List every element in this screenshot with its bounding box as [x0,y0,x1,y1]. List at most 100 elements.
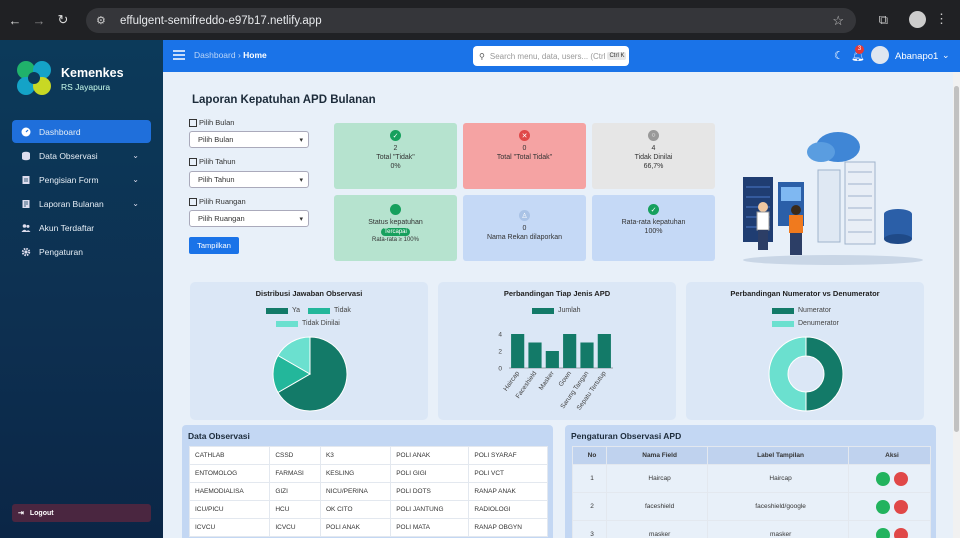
table-row[interactable]: 3 masker masker [572,520,931,538]
user-name[interactable]: Abanapo1 [895,51,939,62]
check-icon: ✓ [390,130,401,141]
bar-gown[interactable] [563,334,577,368]
chevron-down-icon: ⌄ [132,199,139,208]
legend-item-jumlah[interactable]: Jumlah [532,307,581,314]
users-icon [21,223,31,232]
chevron-down-icon: ⌄ [132,175,139,184]
chart-panel-apd: Perbandingan Tiap Jenis APD Jumlah 0 2 4 Ha… [438,282,676,420]
table-cell: HAEMODIALISA [188,482,271,501]
scrollbar-thumb[interactable] [954,86,959,432]
hamburger-menu-icon[interactable] [173,49,185,61]
bar-sarung-tangan[interactable] [580,342,594,369]
table-row[interactable]: 2 faceshield faceshield/google [572,492,931,521]
sidebar-item-akun-terdaftar[interactable]: Akun Terdaftar [12,216,151,239]
table-cell: HCU [269,500,321,519]
bar-masker[interactable] [545,351,559,368]
table-row[interactable]: 1 Haircap Haircap [572,464,931,493]
logout-button[interactable]: ⇥ Logout [12,504,151,522]
card-label: Total "Tidak" [376,154,415,161]
dark-mode-toggle-icon[interactable]: ☾ [834,50,844,62]
address-bar[interactable]: ⚙ effulgent-semifreddo-e97b17.netlify.ap… [86,8,856,33]
pie-chart[interactable] [270,334,350,414]
table-cell: RANAP OBGYN [468,518,548,537]
site-info-icon[interactable]: ⚙ [96,15,106,27]
search-input[interactable]: ⚲ Search menu, data, users... (Ctrl Ctrl… [473,46,629,66]
table-cell: faceshield [605,492,709,521]
pie-slice-numerator[interactable] [805,336,844,412]
back-icon[interactable]: ← [8,12,22,28]
table-row[interactable]: ICU/PICU HCU OK CITO POLI JANTUNG RADIOLOGI [188,500,548,519]
forward-icon[interactable]: → [32,12,46,28]
table-cell: CSSD [269,446,321,465]
bar-sepatu-tertutup[interactable] [597,334,611,368]
card-value: 0 [522,225,527,232]
filter-label-text: Pilih Tahun [199,157,236,166]
stat-card-nama-rekan: ♙ 0 Nama Rekan dilaporkan [463,195,586,261]
reload-icon[interactable]: ↻ [57,12,69,27]
legend-item-tidak[interactable]: Tidak [308,307,351,314]
bookmark-star-icon[interactable]: ☆ [832,12,844,28]
delete-icon[interactable] [894,527,908,538]
calendar-icon [189,118,197,127]
bar-faceshield[interactable] [528,342,542,369]
pie-slice-denumerator[interactable] [768,336,807,412]
doughnut-chart[interactable] [766,334,846,414]
table-row[interactable]: ENTOMOLOG FARMASI KESLING POLI GIGI POLI VCT [188,464,548,483]
legend-item-tidak-dinilai[interactable]: Tidak Dinilai [276,320,340,327]
ruangan-select[interactable]: Pilih Ruangan ▾ [189,210,309,227]
delete-icon[interactable] [894,499,908,514]
bulan-select[interactable]: Pilih Bulan ▾ [189,131,309,148]
table-cell: POLI VCT [468,464,548,483]
breadcrumb: Dashboard › Home [194,50,267,60]
stat-card-rata-rata: ✓ Rata-rata kepatuhan 100% [592,195,715,261]
brand-title: Kemenkes [61,66,124,80]
url-text: effulgent-semifreddo-e97b17.netlify.app [120,14,322,27]
pie-slice-ya[interactable] [277,336,348,412]
page-scrollbar[interactable] [953,72,960,538]
table-cell: POLI ANAK [390,446,470,465]
edit-icon[interactable] [876,527,890,538]
logout-icon: ⇥ [18,510,24,517]
legend-item-denumerator[interactable]: Denumerator [772,320,839,327]
card-percent: 100% [644,228,663,235]
bar-haircap[interactable] [511,334,525,368]
delete-icon[interactable] [894,471,908,486]
table-row[interactable]: HAEMODIALISA GIZI NICU/PERINA POLI DOTS RANA… [188,482,548,501]
table-row[interactable]: CATHLAB CSSD K3 POLI ANAK POLI SYARAF [188,446,548,465]
browser-menu-icon[interactable]: ⋮ [935,11,948,26]
table-cell: POLI SYARAF [468,446,548,465]
edit-icon[interactable] [876,471,890,486]
table-cell: RADIOLOGI [468,500,548,519]
table-row[interactable]: ICVCU ICVCU POLI ANAK POLI MATA RANAP OBGYN [188,518,548,537]
notification-badge: 3 [855,45,864,54]
legend-item-ya[interactable]: Ya [266,307,300,314]
tahun-select[interactable]: Pilih Tahun ▾ [189,171,309,188]
legend-label: Tidak Dinilai [302,320,340,327]
filter-label-text: Pilih Ruangan [199,197,246,206]
filter-tahun-label: Pilih Tahun [189,157,236,166]
table-cell: Haircap [707,464,849,493]
table-cell: faceshield/google [707,492,849,521]
sidebar-item-dashboard[interactable]: Dashboard [12,120,151,143]
table-cell: FARMASI [269,464,321,483]
legend-item-numerator[interactable]: Numerator [772,307,831,314]
pie-slice-tidak-dinilai[interactable] [277,336,311,375]
user-avatar[interactable] [871,46,889,64]
tampilkan-button[interactable]: Tampilkan [189,237,239,254]
legend-label: Ya [292,307,301,314]
brand-subtitle: RS Jayapura [61,82,111,92]
breadcrumb-parent[interactable]: Dashboard [194,50,236,60]
stat-card-total-tidak: ✓ 2 Total "Tidak" 0% [334,123,457,189]
data-observasi-table: CATHLAB CSSD K3 POLI ANAK POLI SYARAF ENTOMOL… [188,446,548,537]
table-cell: POLI ANAK [319,518,392,537]
sidebar-item-pengisian-form[interactable]: Pengisian Form ⌄ [12,168,151,191]
profile-avatar[interactable] [909,11,926,28]
chevron-down-icon[interactable]: ⌄ [942,50,950,60]
extensions-icon[interactable]: ⧉ [878,12,888,27]
edit-icon[interactable] [876,499,890,514]
sidebar-item-laporan-bulanan[interactable]: Laporan Bulanan ⌄ [12,192,151,215]
sidebar-item-data-observasi[interactable]: Data Observasi ⌄ [12,144,151,167]
sidebar-item-pengaturan[interactable]: Pengaturan [12,240,151,263]
table-cell: RANAP ANAK [468,482,548,501]
